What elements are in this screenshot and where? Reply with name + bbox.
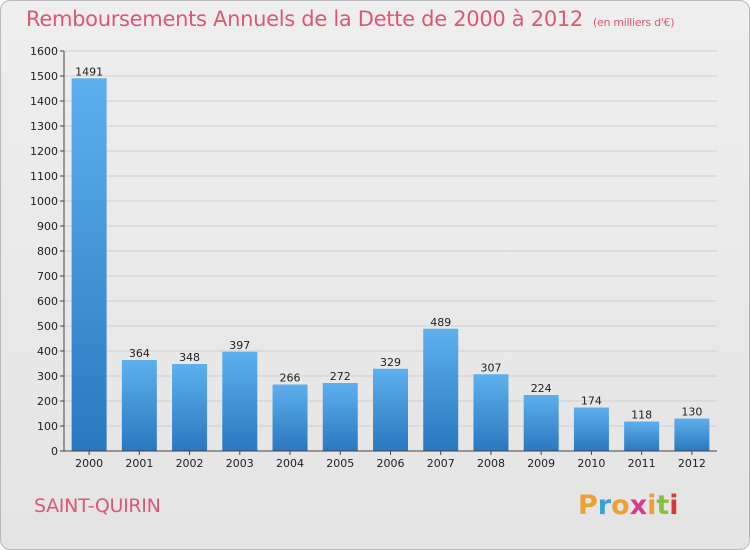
y-tick-label: 1000 — [30, 195, 58, 208]
y-tick-label: 900 — [37, 220, 58, 233]
commune-name: SAINT-QUIRIN — [34, 495, 161, 517]
logo-letter: i — [669, 490, 679, 521]
bar — [172, 364, 208, 451]
bar — [573, 407, 609, 451]
x-tick-label: 2002 — [176, 457, 204, 470]
x-tick-label: 2010 — [577, 457, 605, 470]
value-label: 307 — [480, 361, 501, 374]
x-tick-label: 2009 — [527, 457, 555, 470]
x-tick-label: 2001 — [125, 457, 153, 470]
bar — [373, 368, 408, 451]
value-label: 130 — [681, 406, 702, 419]
y-tick-label: 800 — [37, 245, 58, 258]
y-tick-label: 1100 — [30, 170, 58, 183]
x-tick-label: 2011 — [628, 457, 656, 470]
logo-letter: r — [597, 490, 612, 521]
value-label: 348 — [179, 351, 200, 364]
y-tick-label: 500 — [37, 320, 58, 333]
bar — [674, 418, 710, 451]
y-tick-label: 100 — [37, 420, 58, 433]
y-tick-label: 700 — [37, 270, 58, 283]
logo-letter: t — [656, 490, 670, 521]
value-label: 1491 — [75, 65, 103, 78]
value-label: 329 — [380, 356, 401, 369]
bar — [624, 421, 660, 451]
bar — [523, 395, 559, 451]
bar — [322, 383, 358, 451]
y-tick-label: 1200 — [30, 145, 58, 158]
value-label: 489 — [430, 316, 451, 329]
x-tick-label: 2007 — [427, 457, 455, 470]
value-label: 266 — [280, 372, 301, 385]
y-tick-label: 0 — [51, 445, 58, 458]
x-axis-ticks: 2000 2001 2002 2003 2004 2005 2006 2007 2008 2009… — [75, 451, 706, 470]
x-tick-label: 2006 — [377, 457, 405, 470]
bar — [423, 328, 459, 451]
logo-letter: P — [578, 490, 598, 521]
y-tick-label: 1600 — [30, 45, 58, 58]
logo-letter: o — [611, 490, 630, 521]
bar — [222, 351, 258, 451]
x-tick-label: 2005 — [326, 457, 354, 470]
x-tick-label: 2012 — [678, 457, 706, 470]
y-tick-label: 1400 — [30, 95, 58, 108]
x-tick-label: 2004 — [276, 457, 304, 470]
y-tick-label: 1500 — [30, 70, 58, 83]
bars — [71, 78, 710, 451]
y-tick-label: 1300 — [30, 120, 58, 133]
proxiti-logo: Proxiti — [578, 490, 679, 521]
y-tick-label: 400 — [37, 345, 58, 358]
value-label: 364 — [129, 347, 150, 360]
bar — [121, 360, 157, 451]
y-tick-label: 300 — [37, 370, 58, 383]
value-label: 174 — [581, 395, 602, 408]
x-tick-label: 2000 — [75, 457, 103, 470]
chart-subtitle: (en milliers d'€) — [593, 16, 675, 29]
bar — [272, 384, 308, 451]
y-tick-label: 600 — [37, 295, 58, 308]
value-label: 118 — [631, 409, 652, 422]
y-tick-label: 200 — [37, 395, 58, 408]
y-axis-ticks: 0 100 200 300 400 500 600 700 800 900 1000 1100 1200… — [30, 45, 64, 458]
bar — [473, 374, 509, 451]
x-tick-label: 2008 — [477, 457, 505, 470]
value-label: 224 — [531, 382, 552, 395]
chart-title: Remboursements Annuels de la Dette de 20… — [26, 7, 675, 31]
logo-letter: i — [647, 490, 657, 521]
logo-letter: x — [629, 490, 648, 521]
value-label: 397 — [229, 339, 250, 352]
value-labels: 1491 364 348 397 266 272 329 489 307 224 174 118 130 — [75, 65, 702, 421]
x-tick-label: 2003 — [226, 457, 254, 470]
value-label: 272 — [330, 370, 351, 383]
bar — [71, 78, 107, 451]
